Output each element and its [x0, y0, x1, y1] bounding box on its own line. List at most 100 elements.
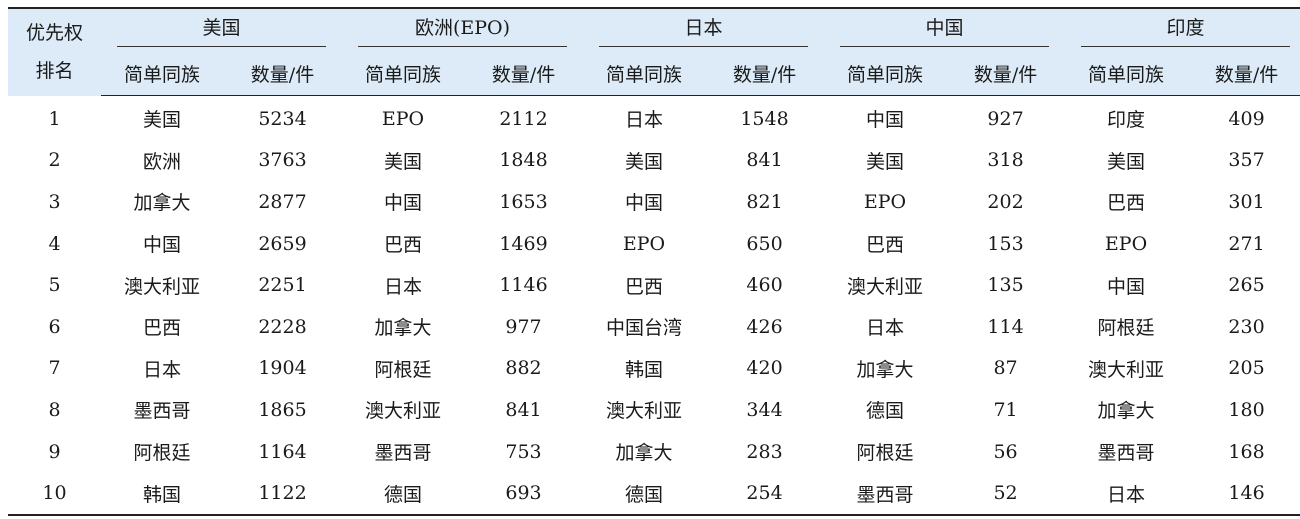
family-name-cell: 巴西 [1107, 192, 1146, 215]
sub-header-name: 简单同族 [824, 51, 947, 96]
sub-header-count: 数量/件 [946, 51, 1066, 96]
family-name-cell: 加拿大 [1097, 400, 1155, 423]
family-count-cell: 650 [746, 232, 783, 255]
family-count-cell: 318 [987, 149, 1024, 172]
sub-header-count: 数量/件 [705, 51, 825, 96]
rank-cell: 8 [48, 398, 61, 421]
table-row: 1 美国 5234 EPO 2112 日本 1548 中国 927 印度 409 [8, 96, 1300, 140]
rank-cell: 10 [42, 482, 67, 505]
family-name-cell: EPO [1104, 232, 1148, 255]
family-name-cell: 韩国 [142, 483, 181, 506]
family-name-cell: 墨西哥 [1097, 442, 1155, 465]
family-name-cell: 印度 [1107, 109, 1146, 132]
family-count-cell: 409 [1228, 107, 1265, 130]
family-name-cell: 阿根廷 [856, 442, 914, 465]
family-count-cell: 202 [987, 190, 1024, 213]
family-name-cell: 澳大利亚 [123, 275, 200, 298]
sub-header-count: 数量/件 [223, 51, 343, 96]
sub-header-name: 简单同族 [583, 51, 706, 96]
header-group-row: 优先权 排名 美国 欧洲(EPO) 日本 中国 印度 [8, 8, 1300, 96]
family-name-cell: 巴西 [866, 234, 905, 257]
family-count-cell: 927 [987, 107, 1024, 130]
family-count-cell: 2251 [258, 274, 307, 297]
family-name-cell: EPO [622, 232, 666, 255]
sub-header-count: 数量/件 [1187, 51, 1300, 96]
family-count-cell: 821 [746, 190, 783, 213]
table-row: 2 欧洲 3763 美国 1848 美国 841 美国 318 美国 357 [8, 140, 1300, 182]
family-count-cell: 1122 [258, 482, 307, 505]
family-name-cell: 巴西 [384, 234, 423, 257]
family-name-cell: 德国 [625, 483, 664, 506]
rank-cell: 1 [48, 107, 61, 130]
family-count-cell: 426 [746, 315, 783, 338]
family-name-cell: 加拿大 [133, 192, 191, 215]
family-count-cell: 283 [746, 440, 783, 463]
family-name-cell: 日本 [142, 358, 181, 381]
family-count-cell: 114 [987, 315, 1024, 338]
family-count-cell: 1904 [258, 357, 307, 380]
family-name-cell: 澳大利亚 [365, 400, 442, 423]
family-name-cell: 巴西 [625, 275, 664, 298]
family-name-cell: 阿根廷 [1097, 317, 1155, 340]
group-header-japan: 日本 [583, 8, 825, 51]
family-name-cell: 美国 [1107, 150, 1146, 173]
family-count-cell: 460 [746, 274, 783, 297]
table-row: 4 中国 2659 巴西 1469 EPO 650 巴西 153 EPO 271 [8, 223, 1300, 265]
family-count-cell: 357 [1228, 149, 1265, 172]
family-name-cell: 美国 [142, 109, 181, 132]
rank-header-line1: 优先权 [25, 22, 83, 45]
family-count-cell: 168 [1228, 440, 1265, 463]
family-count-cell: 344 [746, 398, 783, 421]
family-count-cell: 301 [1228, 190, 1265, 213]
family-name-cell: 墨西哥 [133, 400, 191, 423]
family-count-cell: 882 [505, 357, 542, 380]
rank-header-line2: 排名 [35, 60, 74, 83]
family-name-cell: 中国 [625, 192, 664, 215]
family-count-cell: 5234 [258, 107, 307, 130]
group-label: 印度 [1081, 13, 1291, 47]
family-count-cell: 2659 [258, 232, 307, 255]
family-name-cell: 阿根廷 [374, 358, 432, 381]
table-body: 1 美国 5234 EPO 2112 日本 1548 中国 927 印度 409 2 欧洲 3763 美国 1… [8, 96, 1300, 515]
group-header-epo: 欧洲(EPO) [342, 8, 584, 51]
family-count-cell: 1653 [499, 190, 548, 213]
rank-cell: 5 [48, 274, 61, 297]
family-name-cell: 日本 [866, 317, 905, 340]
family-name-cell: 澳大利亚 [606, 400, 683, 423]
rank-cell: 3 [48, 190, 61, 213]
group-label: 美国 [117, 13, 327, 47]
family-name-cell: 加拿大 [856, 358, 914, 381]
rank-cell: 2 [48, 149, 61, 172]
family-count-cell: 1548 [740, 107, 789, 130]
family-name-cell: 加拿大 [374, 317, 432, 340]
patent-family-table-container: 优先权 排名 美国 欧洲(EPO) 日本 中国 印度 简单同族 数量/件 简单同… [8, 7, 1300, 516]
family-count-cell: 1146 [499, 274, 548, 297]
sub-header-name: 简单同族 [342, 51, 465, 96]
family-count-cell: 977 [505, 315, 542, 338]
family-count-cell: 1469 [499, 232, 548, 255]
family-name-cell: 日本 [1107, 483, 1146, 506]
family-count-cell: 841 [746, 149, 783, 172]
family-name-cell: 墨西哥 [856, 483, 914, 506]
family-count-cell: 2112 [499, 107, 548, 130]
family-name-cell: 日本 [625, 109, 664, 132]
family-count-cell: 753 [505, 440, 542, 463]
family-name-cell: 中国台湾 [606, 317, 683, 340]
table-row: 10 韩国 1122 德国 693 德国 254 墨西哥 52 日本 146 [8, 472, 1300, 515]
family-count-cell: 271 [1228, 232, 1265, 255]
family-count-cell: 1848 [499, 149, 548, 172]
family-name-cell: 中国 [866, 109, 905, 132]
family-name-cell: 澳大利亚 [1088, 358, 1165, 381]
family-count-cell: 87 [993, 357, 1018, 380]
group-header-usa: 美国 [101, 8, 343, 51]
rank-cell: 6 [48, 315, 61, 338]
group-header-india: 印度 [1065, 8, 1300, 51]
family-name-cell: EPO [381, 107, 425, 130]
family-name-cell: EPO [863, 190, 907, 213]
family-count-cell: 135 [987, 274, 1024, 297]
family-count-cell: 265 [1228, 274, 1265, 297]
table-row: 7 日本 1904 阿根廷 882 韩国 420 加拿大 87 澳大利亚 205 [8, 348, 1300, 390]
family-count-cell: 2228 [258, 315, 307, 338]
table-row: 5 澳大利亚 2251 日本 1146 巴西 460 澳大利亚 135 中国 265 [8, 264, 1300, 306]
table-row: 3 加拿大 2877 中国 1653 中国 821 EPO 202 巴西 301 [8, 181, 1300, 223]
